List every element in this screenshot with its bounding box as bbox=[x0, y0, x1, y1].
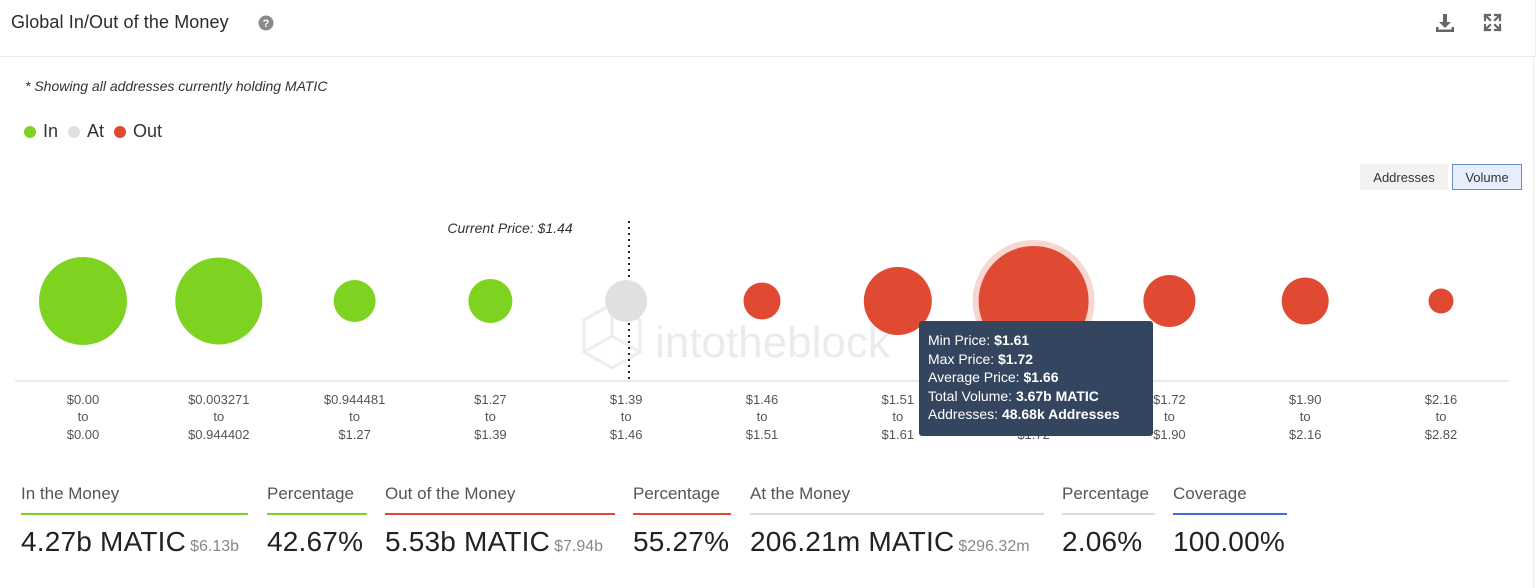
legend-item-out[interactable]: Out bbox=[114, 121, 162, 142]
bubble-out[interactable] bbox=[1281, 277, 1329, 325]
stat-rule bbox=[750, 513, 1044, 515]
watermark-text: intotheblock bbox=[655, 318, 891, 367]
bubble-out[interactable] bbox=[1428, 288, 1454, 314]
stat-in-the-money: In the Money 4.27b MATIC $6.13b bbox=[21, 484, 248, 558]
stat-value: 100.00% bbox=[1173, 526, 1285, 557]
tooltip-addresses: Addresses: 48.68k Addresses bbox=[928, 406, 1120, 423]
bubble-out[interactable] bbox=[863, 267, 932, 335]
current-price-label: Current Price: $1.44 bbox=[447, 220, 572, 236]
x-tick-label: $1.39 to $1.46 bbox=[610, 392, 643, 442]
x-tick-label: $1.90 to $2.16 bbox=[1289, 392, 1322, 442]
stat-label: Percentage bbox=[1062, 484, 1149, 503]
bubble-in[interactable] bbox=[39, 257, 127, 345]
expand-icon[interactable] bbox=[1483, 13, 1502, 32]
stat-value: 42.67% bbox=[267, 526, 364, 557]
stat-in-percentage: Percentage 42.67% bbox=[267, 484, 367, 558]
legend: In At Out bbox=[24, 121, 172, 142]
bubble-chart: intotheblock Current Price: $1.44 $0.00 t… bbox=[15, 220, 1509, 442]
legend-item-at[interactable]: At bbox=[68, 121, 104, 142]
widget-header: Global In/Out of the Money ? bbox=[0, 0, 1536, 57]
stat-rule bbox=[21, 513, 248, 515]
widget-border bbox=[1533, 57, 1534, 588]
watermark: intotheblock bbox=[582, 302, 891, 370]
bubble-out[interactable] bbox=[743, 282, 781, 320]
stat-rule bbox=[385, 513, 615, 515]
tooltip-min-price: Min Price: $1.61 bbox=[928, 332, 1030, 348]
legend-item-in[interactable]: In bbox=[24, 121, 58, 142]
bubble-tooltip: Min Price: $1.61 Max Price: $1.72 Averag… bbox=[919, 321, 1153, 436]
stat-at-the-money: At the Money 206.21m MATIC $296.32m bbox=[750, 484, 1044, 558]
stat-label: Percentage bbox=[633, 484, 720, 503]
tooltip-total-volume: Total Volume: 3.67b MATIC bbox=[928, 387, 1099, 404]
bubble-at[interactable] bbox=[605, 280, 648, 322]
stat-out-of-the-money: Out of the Money 5.53b MATIC $7.94b bbox=[385, 484, 615, 558]
stat-value: 2.06% bbox=[1062, 526, 1143, 557]
download-icon[interactable] bbox=[1434, 12, 1456, 34]
stat-value: 206.21m MATIC $296.32m bbox=[750, 526, 1030, 557]
svg-text:?: ? bbox=[263, 18, 270, 30]
stat-value: 5.53b MATIC $7.94b bbox=[385, 526, 604, 557]
tooltip-max-price: Max Price: $1.72 bbox=[928, 350, 1034, 367]
stat-rule bbox=[1062, 513, 1155, 515]
bubble-in[interactable] bbox=[468, 279, 513, 323]
stat-at-percentage: Percentage 2.06% bbox=[1062, 484, 1155, 558]
x-tick-label: $1.51 to $1.61 bbox=[882, 392, 915, 442]
stat-label: Out of the Money bbox=[385, 484, 516, 503]
stat-out-percentage: Percentage 55.27% bbox=[633, 484, 731, 558]
help-icon[interactable]: ? bbox=[258, 15, 274, 31]
legend-dot-out bbox=[114, 125, 127, 138]
x-tick-label: $0.003271 to $0.944402 bbox=[188, 392, 249, 442]
stat-value: 4.27b MATIC $6.13b bbox=[21, 526, 240, 557]
x-tick-label: $2.16 to $2.82 bbox=[1425, 392, 1458, 442]
bubble-out[interactable] bbox=[1143, 275, 1196, 327]
x-tick-label: $1.46 to $1.51 bbox=[746, 392, 779, 442]
legend-dot-at bbox=[68, 125, 81, 138]
stat-label: Coverage bbox=[1173, 484, 1247, 503]
stat-rule bbox=[1173, 513, 1287, 515]
legend-label-in: In bbox=[43, 121, 59, 141]
stat-value: 55.27% bbox=[633, 526, 730, 557]
addresses-toggle-button[interactable]: Addresses bbox=[1360, 164, 1448, 190]
tooltip-avg-price: Average Price: $1.66 bbox=[928, 369, 1059, 386]
x-tick-label: $0.00 to $0.00 bbox=[67, 392, 100, 442]
holding-note: * Showing all addresses currently holdin… bbox=[25, 78, 328, 94]
legend-label-at: At bbox=[87, 121, 105, 141]
bubble-in[interactable] bbox=[175, 257, 263, 345]
x-tick-label: $1.72 to $1.90 bbox=[1153, 392, 1186, 442]
stat-rule bbox=[633, 513, 731, 515]
x-tick-label: $1.27 to $1.39 bbox=[474, 392, 507, 442]
stat-rule bbox=[267, 513, 367, 515]
stat-label: At the Money bbox=[750, 484, 851, 503]
stat-label: In the Money bbox=[21, 484, 120, 503]
stat-label: Percentage bbox=[267, 484, 354, 503]
x-tick-label: $0.944481 to $1.27 bbox=[324, 392, 385, 442]
widget-title: Global In/Out of the Money bbox=[11, 12, 229, 32]
stat-coverage: Coverage 100.00% bbox=[1173, 484, 1287, 558]
legend-label-out: Out bbox=[133, 121, 163, 141]
bubble-in[interactable] bbox=[333, 280, 376, 322]
legend-dot-in bbox=[24, 125, 36, 138]
volume-toggle-button[interactable]: Volume bbox=[1452, 164, 1522, 190]
